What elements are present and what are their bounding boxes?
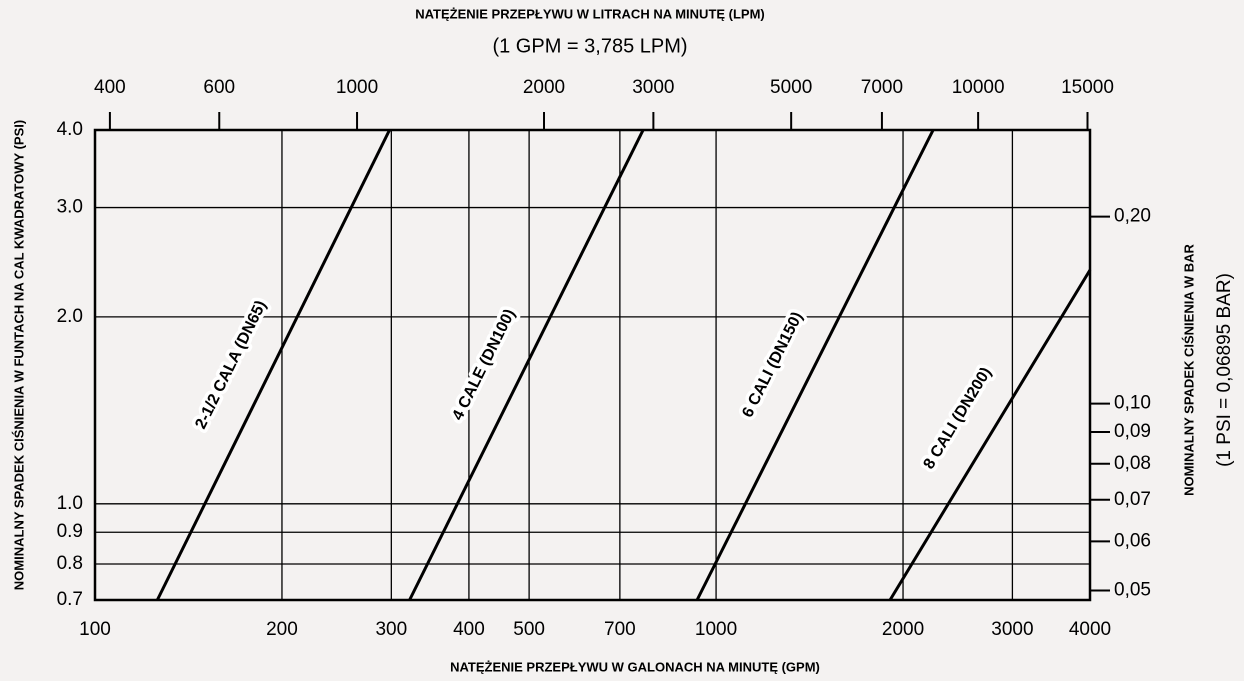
x2-tick-label: 7000 [861,77,903,98]
y-tick-label: 0.9 [57,521,83,542]
x2-tick-label: 15000 [1061,77,1114,98]
y-tick-label: 0.7 [57,589,83,610]
y2-tick-label: 0,10 [1114,393,1151,414]
x-tick-label: 200 [266,619,298,640]
y2-tick-label: 0,07 [1114,489,1151,510]
top-axis-title: NATĘŻENIE PRZEPŁYWU W LITRACH NA MINUTĘ … [415,6,765,21]
x-tick-label: 4000 [1069,619,1111,640]
x-tick-label: 1000 [695,619,737,640]
y-tick-label: 2.0 [57,306,83,327]
x-tick-label: 100 [79,619,111,640]
y-tick-label: 0.8 [57,553,83,574]
x2-tick-label: 5000 [770,77,812,98]
x-axis-title: NATĘŻENIE PRZEPŁYWU W GALONACH NA MINUTĘ… [450,659,820,674]
x2-tick-label: 2000 [523,77,565,98]
y2-tick-label: 0,05 [1114,579,1151,600]
x2-tick-label: 10000 [952,77,1005,98]
y-tick-label: 4.0 [57,119,83,140]
x2-tick-label: 1000 [336,77,378,98]
y-tick-label: 3.0 [57,197,83,218]
x2-tick-label: 600 [203,77,235,98]
x-tick-label: 300 [375,619,407,640]
x-tick-label: 500 [513,619,545,640]
x-tick-label: 400 [453,619,485,640]
y2-note: (1 PSI = 0,06895 BAR) [1214,273,1235,467]
y2-tick-label: 0,06 [1114,530,1151,551]
x-tick-label: 700 [604,619,636,640]
y-tick-label: 1.0 [57,493,83,514]
y2-tick-label: 0,20 [1114,206,1151,227]
chart: NATĘŻENIE PRZEPŁYWU W LITRACH NA MINUTĘ … [0,0,1244,681]
y2-tick-label: 0,08 [1114,453,1151,474]
x2-tick-label: 400 [94,77,126,98]
subtitle: (1 GPM = 3,785 LPM) [492,35,687,57]
x2-tick-label: 3000 [632,77,674,98]
background [0,0,1244,681]
x-tick-label: 3000 [991,619,1033,640]
y2-axis-title: NOMINALNY SPADEK CIŚNIENIA W BAR [1181,243,1196,495]
x-tick-label: 2000 [882,619,924,640]
y-axis-title: NOMINALNY SPADEK CIŚNIENIA W FUNTACH NA … [11,120,26,590]
y2-tick-label: 0,09 [1114,421,1151,442]
